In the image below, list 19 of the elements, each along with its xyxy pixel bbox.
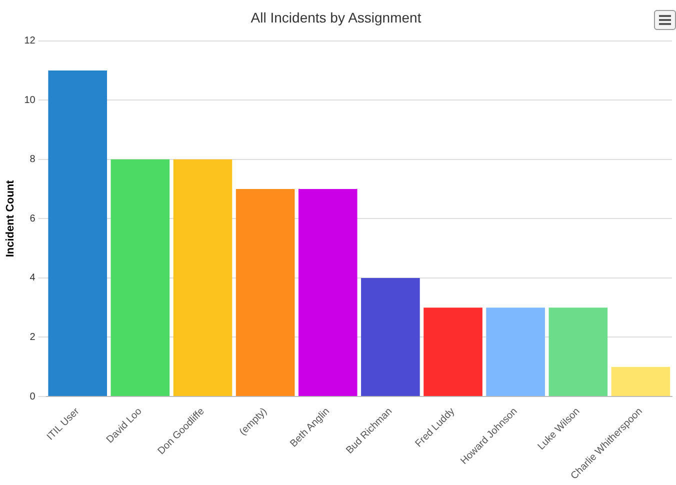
- bar: [173, 159, 232, 396]
- y-tick-label: 0: [30, 391, 36, 402]
- bar: [548, 308, 608, 396]
- bar: [424, 308, 482, 396]
- bar: [298, 189, 358, 396]
- bar: [611, 366, 670, 396]
- y-tick-label: 2: [30, 332, 36, 343]
- y-tick-label: 8: [30, 154, 36, 166]
- y-axis-title: Incident Count: [4, 180, 17, 258]
- bar: [486, 308, 545, 396]
- y-tick-label: 10: [24, 94, 36, 106]
- y-tick-label: 12: [24, 36, 36, 47]
- y-tick-label: 6: [30, 213, 36, 224]
- y-tick-label: 4: [30, 272, 36, 284]
- bar: [361, 278, 420, 396]
- bar: [48, 70, 108, 396]
- bar: [236, 189, 295, 396]
- chart-title: All Incidents by Assignment: [250, 9, 422, 26]
- bar: [110, 159, 170, 396]
